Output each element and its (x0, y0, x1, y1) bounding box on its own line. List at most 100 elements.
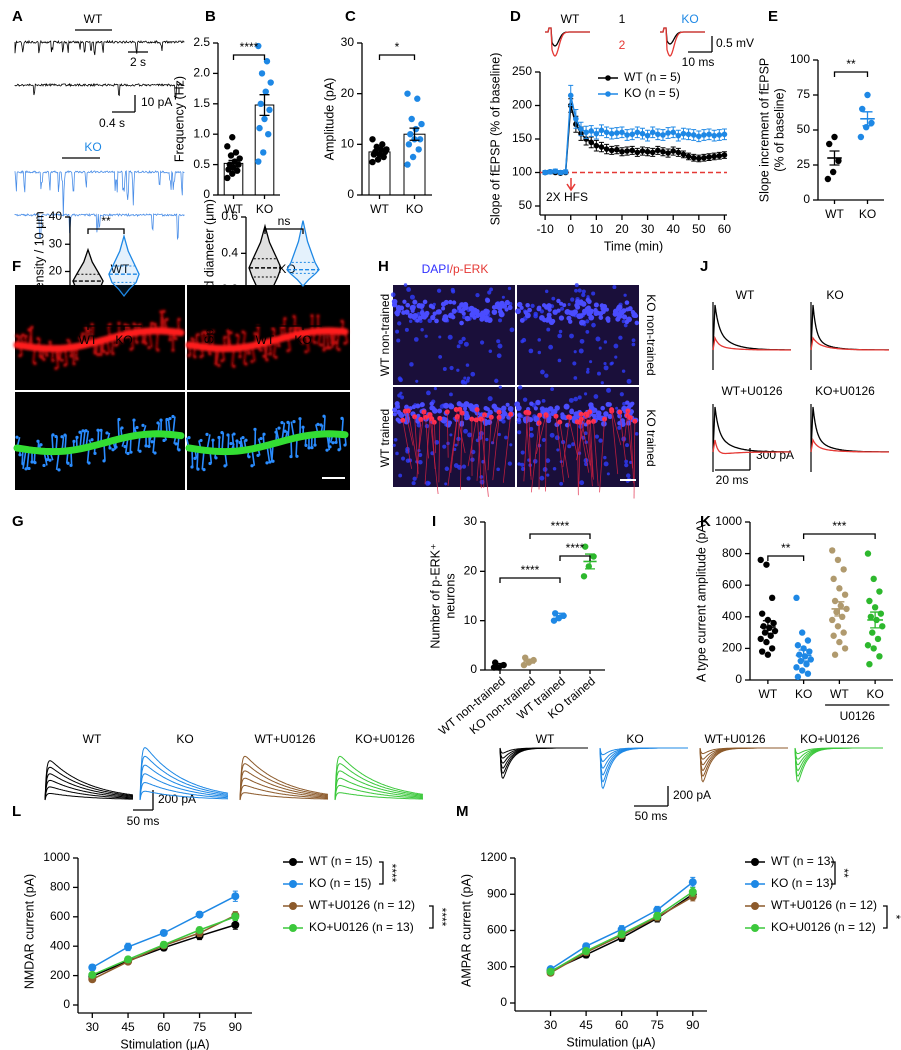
data-point (583, 136, 589, 142)
spine-head (147, 346, 151, 350)
error-bar (495, 662, 505, 668)
nucleus (545, 458, 551, 463)
nucleus (579, 338, 585, 344)
error-bar (228, 159, 239, 168)
data-point (159, 940, 168, 949)
perk-fiber (633, 421, 636, 499)
nucleus (578, 313, 584, 319)
label: WT (536, 732, 555, 746)
nucleus (567, 444, 572, 449)
nucleus (556, 308, 561, 313)
data-point (757, 556, 764, 564)
trace (699, 747, 788, 755)
spine-head (307, 338, 311, 342)
data-point (864, 550, 872, 557)
data-point (255, 42, 262, 50)
nucleus (626, 378, 632, 384)
spine-head (193, 355, 197, 359)
data-point (416, 136, 424, 143)
nucleus (449, 392, 453, 397)
nucleus (470, 457, 475, 462)
spine-head (48, 458, 52, 462)
panel-letter: K (700, 513, 711, 530)
data-point (864, 642, 872, 649)
row-label: KO non-trained (644, 294, 658, 375)
trace (599, 747, 688, 783)
spine-head (30, 460, 34, 464)
y-tick-label: 50 (797, 122, 811, 136)
spine-head (63, 433, 67, 437)
spine-head (18, 453, 22, 457)
nucleus (392, 443, 396, 447)
sig-bracket (767, 555, 805, 561)
data-point (767, 632, 774, 639)
spine-head (69, 463, 73, 467)
nucleus (392, 412, 397, 417)
data-point (831, 651, 839, 658)
data-point (232, 149, 240, 156)
x-tick-label: KO (115, 333, 132, 347)
nucleus (487, 290, 492, 295)
data-point (124, 942, 133, 951)
sig-label: **** (551, 519, 570, 533)
nucleus (517, 462, 521, 466)
spine-head (259, 348, 263, 352)
nucleus (618, 309, 625, 316)
y-tick-label: 200 (722, 641, 742, 655)
spine-head (111, 352, 115, 356)
nucleus (454, 443, 458, 447)
spine-head (150, 321, 154, 326)
nucleus (604, 307, 609, 312)
x-tick-label: 45 (121, 1020, 135, 1034)
nucleus (546, 417, 552, 424)
nucleus (540, 369, 545, 375)
data-point (655, 147, 661, 154)
nucleus (578, 299, 584, 304)
x-tick-label: -10 (536, 222, 554, 236)
nucleus (569, 409, 575, 415)
nucleus (626, 473, 631, 478)
nucleus (456, 368, 460, 372)
spine-head (45, 353, 49, 357)
data-point (839, 613, 846, 620)
nucleus (520, 450, 525, 455)
spine-head (138, 449, 142, 453)
nucleus (606, 387, 612, 393)
y-tick-label: 10 (49, 291, 63, 305)
nucleus (623, 323, 628, 328)
dendrite (185, 314, 349, 369)
y-tick-label: 0 (63, 997, 70, 1011)
spine-head (247, 455, 251, 459)
nucleus (529, 401, 534, 406)
data-point (696, 155, 702, 162)
nucleus (557, 333, 562, 339)
sig-label: ** (781, 541, 791, 555)
data-point (369, 136, 376, 143)
nucleus (571, 442, 576, 447)
trace (599, 747, 688, 756)
nucleus (393, 437, 398, 442)
trace (239, 755, 329, 801)
nucleus (403, 283, 408, 287)
nucleus (405, 302, 411, 308)
spine-head (313, 340, 317, 345)
nucleus (467, 432, 472, 438)
sweep-label: 2 (619, 38, 626, 52)
spine-head (90, 438, 94, 442)
x-tick-label: WT (224, 202, 243, 216)
spine-head (51, 358, 55, 363)
x-tick-label: WT (830, 687, 849, 701)
data-point (649, 129, 656, 136)
nucleus (537, 350, 542, 355)
data-point (257, 100, 264, 108)
spine-head (54, 366, 58, 370)
y-axis-label: Spine density / 10 μm (32, 211, 46, 331)
y-axis-label: Number of p-ERK⁺ (428, 543, 442, 648)
nucleus (472, 307, 478, 313)
perk-fiber (559, 422, 570, 478)
spine-head (223, 464, 227, 468)
dendrite (13, 414, 185, 472)
perk-fiber (431, 418, 436, 470)
spine-head (235, 439, 239, 443)
nucleus (425, 480, 431, 486)
